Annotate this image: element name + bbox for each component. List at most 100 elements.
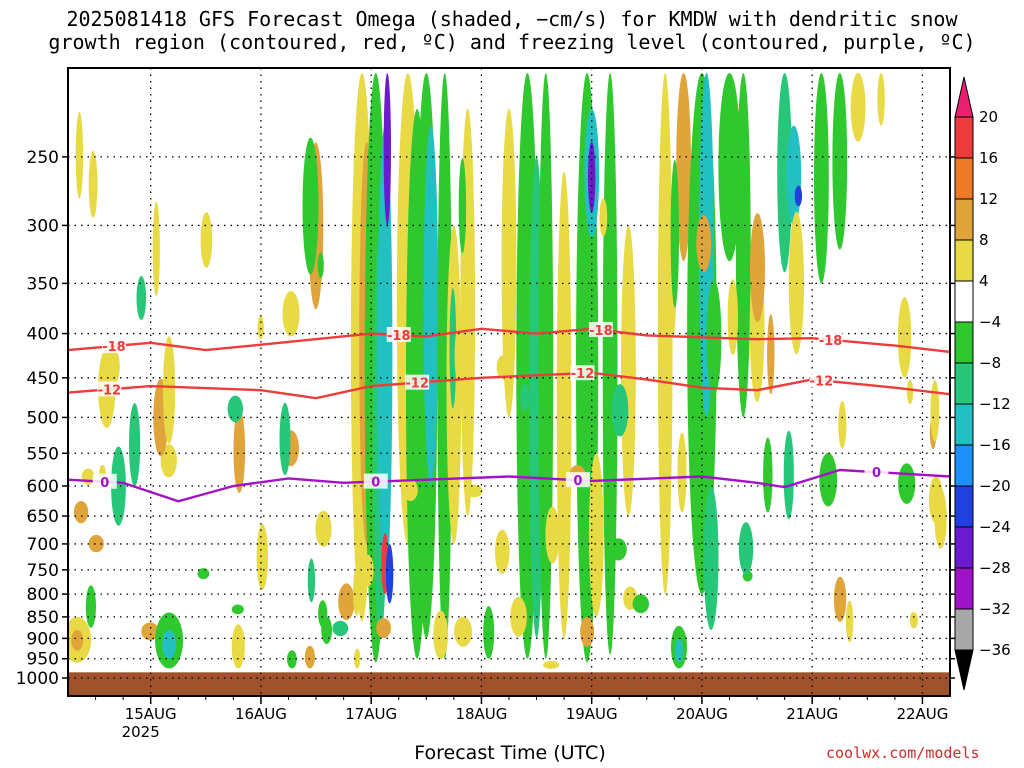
colorbar-swatch bbox=[954, 321, 974, 364]
omega-cell bbox=[696, 215, 712, 272]
omega-cell bbox=[423, 125, 439, 487]
omega-cell bbox=[75, 111, 84, 199]
colorbar-swatch bbox=[954, 608, 974, 651]
omega-cell bbox=[767, 314, 775, 395]
omega-cell bbox=[909, 612, 918, 629]
omega-cell bbox=[85, 585, 96, 628]
omega-cell bbox=[200, 212, 213, 268]
omega-cell bbox=[814, 73, 829, 284]
omega-cell bbox=[129, 403, 141, 487]
omega-cell bbox=[783, 430, 794, 520]
omega-cell bbox=[256, 524, 268, 590]
x-axis-label: Forecast Time (UTC) bbox=[414, 742, 606, 764]
colorbar: 20 16 12 8 4 −4 −8 −12 −16 −20 −24 −28 −32 −36 bbox=[954, 76, 1011, 691]
contour-label-bg bbox=[565, 472, 590, 488]
contour-label: 0 bbox=[100, 476, 109, 491]
omega-cell bbox=[307, 558, 316, 603]
omega-cell bbox=[777, 73, 792, 273]
colorbar-label: −20 bbox=[979, 477, 1011, 495]
omega-cell bbox=[458, 158, 467, 254]
y-axis: 2503003504004505005506006507007508008509… bbox=[16, 148, 955, 689]
omega-cell bbox=[233, 408, 246, 493]
y-tick-label: 600 bbox=[27, 477, 59, 497]
credit-link[interactable]: coolwx.com/models bbox=[826, 744, 980, 762]
omega-cell bbox=[376, 618, 391, 639]
omega-cell bbox=[279, 402, 291, 476]
x-tick-label: 19AUG bbox=[566, 705, 618, 723]
omega-cell bbox=[906, 379, 914, 404]
omega-cell bbox=[377, 125, 393, 585]
omega-cell bbox=[231, 604, 244, 615]
omega-cell bbox=[104, 347, 120, 386]
terrain-layer bbox=[68, 672, 950, 696]
omega-cell bbox=[580, 616, 595, 647]
contour-label-bg bbox=[363, 473, 388, 489]
colorbar-label: 16 bbox=[979, 149, 998, 167]
colorbar-label: −36 bbox=[979, 641, 1011, 659]
omega-shading bbox=[68, 73, 947, 669]
omega-cell bbox=[304, 645, 315, 669]
colorbar-swatch bbox=[954, 444, 974, 487]
colorbar-swatch bbox=[954, 198, 974, 241]
omega-cell bbox=[454, 327, 463, 384]
contour-label: -18 bbox=[589, 324, 613, 339]
omega-cell bbox=[73, 500, 89, 524]
omega-cell bbox=[838, 400, 847, 449]
y-tick-label: 450 bbox=[27, 369, 59, 389]
omega-cell bbox=[162, 629, 177, 659]
contour-label: -12 bbox=[571, 367, 595, 382]
x-tick-label: 15AUG bbox=[125, 705, 177, 723]
omega-cell bbox=[501, 108, 517, 418]
omega-cell bbox=[302, 137, 319, 275]
omega-cell bbox=[657, 73, 673, 595]
omega-cell bbox=[81, 468, 95, 485]
omega-cell bbox=[718, 73, 741, 262]
colorbar-top-triangle bbox=[954, 76, 974, 118]
omega-cell bbox=[599, 198, 608, 237]
omega-cell bbox=[934, 488, 947, 549]
omega-cell bbox=[449, 288, 457, 409]
omega-cell bbox=[483, 606, 495, 659]
omega-cell bbox=[88, 151, 98, 218]
chart-title: 2025081418 GFS Forecast Omega (shaded, −… bbox=[0, 8, 1024, 54]
omega-cell bbox=[287, 650, 297, 669]
contour-label: -12 bbox=[405, 377, 429, 392]
y-tick-label: 900 bbox=[27, 629, 59, 649]
omega-cell bbox=[494, 529, 510, 574]
omega-cell bbox=[794, 185, 803, 207]
y-tick-label: 650 bbox=[27, 507, 59, 527]
colorbar-label: −24 bbox=[979, 518, 1011, 536]
x-tick-label: 17AUG bbox=[345, 705, 397, 723]
title-line-1: 2025081418 GFS Forecast Omega (shaded, −… bbox=[66, 7, 958, 31]
omega-cell bbox=[257, 315, 264, 339]
omega-cell bbox=[833, 576, 847, 622]
y-tick-label: 300 bbox=[27, 216, 59, 236]
contour-label-bg bbox=[570, 365, 595, 381]
omega-cell bbox=[545, 506, 560, 564]
omega-cell bbox=[403, 479, 418, 502]
omega-cell bbox=[454, 616, 473, 647]
x-tick-label: 16AUG bbox=[235, 705, 287, 723]
contour-label: -12 bbox=[98, 383, 122, 398]
omega-cell bbox=[588, 453, 604, 617]
contour-label-bg bbox=[818, 331, 843, 347]
contour-label: -18 bbox=[819, 334, 843, 349]
omega-cell bbox=[675, 638, 683, 663]
omega-cell bbox=[437, 73, 453, 659]
y-tick-label: 550 bbox=[27, 444, 59, 464]
contour-label-bg bbox=[386, 326, 411, 342]
omega-cell bbox=[317, 252, 324, 279]
omega-cell bbox=[321, 616, 332, 644]
omega-cell bbox=[832, 73, 848, 250]
omega-cell bbox=[466, 484, 483, 498]
omega-cell bbox=[362, 554, 374, 587]
colorbar-bottom-triangle bbox=[954, 649, 974, 691]
omega-cell bbox=[544, 332, 551, 399]
contour-label: -12 bbox=[810, 374, 834, 389]
x-tick-sublabel: 2025 bbox=[122, 723, 160, 741]
colorbar-swatch bbox=[954, 239, 974, 282]
contour-lines: -18 -18 -18 -18 -12 -12 -12 -12 0 0 0 0 bbox=[68, 321, 950, 503]
colorbar-swatch bbox=[954, 403, 974, 446]
